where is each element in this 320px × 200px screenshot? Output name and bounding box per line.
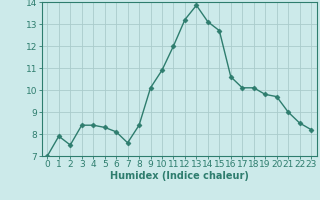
X-axis label: Humidex (Indice chaleur): Humidex (Indice chaleur) [110, 171, 249, 181]
